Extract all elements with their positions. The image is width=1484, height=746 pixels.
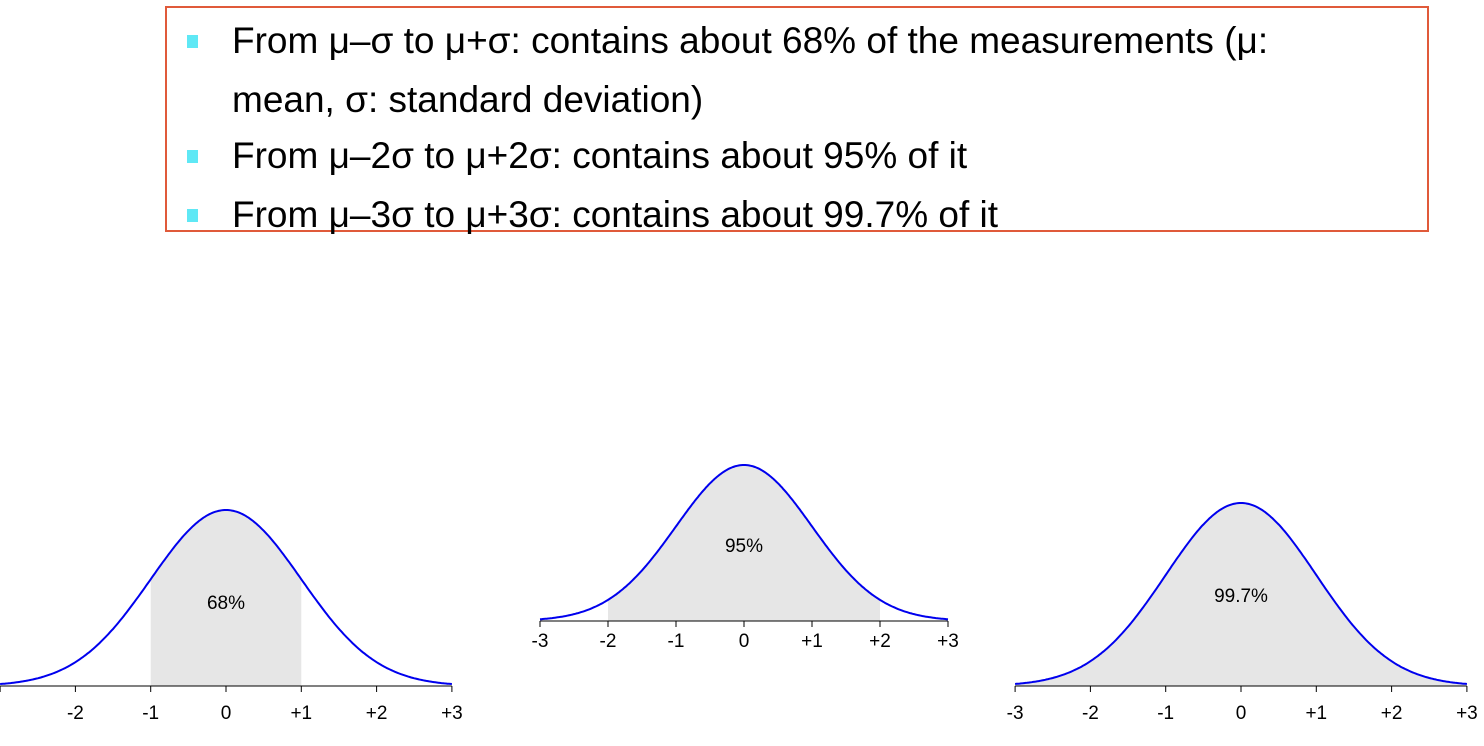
- x-tick-label: +2: [366, 703, 388, 724]
- shaded-area: [1015, 503, 1467, 686]
- x-tick-label: -2: [600, 631, 617, 652]
- x-tick-label: -1: [142, 703, 159, 724]
- normal-curve-chart-2: -3 -2 -1 0 +1 +2 +3 95%: [532, 464, 959, 652]
- x-tick-label: +2: [869, 631, 891, 652]
- rules-list: From μ–σ to μ+σ: contains about 68% of t…: [167, 8, 1427, 235]
- rules-box: From μ–σ to μ+σ: contains about 68% of t…: [165, 6, 1429, 235]
- x-tick-label: -1: [1157, 703, 1174, 724]
- x-tick-label: +3: [937, 631, 959, 652]
- x-tick-label: +1: [1305, 703, 1327, 724]
- percent-label: 68%: [207, 593, 245, 614]
- x-tick-label: +1: [801, 631, 823, 652]
- percent-label: 95%: [725, 536, 763, 557]
- rule-text: From μ–3σ to μ+3σ: contains about 99.7% …: [232, 194, 999, 235]
- x-tick-label: +2: [1381, 703, 1403, 724]
- x-tick-label: 0: [1236, 703, 1247, 724]
- rule-text: From μ–σ to μ+σ: contains about 68% of t…: [232, 20, 1269, 61]
- bullet-square-icon: [187, 35, 198, 48]
- x-tick-label: -2: [1082, 703, 1099, 724]
- density-curve: [0, 509, 452, 685]
- density-curve: [1014, 502, 1468, 685]
- x-tick-label: +3: [441, 703, 463, 724]
- rule-text: From μ–2σ to μ+2σ: contains about 95% of…: [232, 135, 968, 176]
- density-curve: [539, 464, 949, 621]
- percent-label: 99.7%: [1214, 586, 1268, 607]
- x-tick-label: -2: [67, 703, 84, 724]
- bullet-square-icon: [187, 150, 198, 163]
- bullet-square-icon: [187, 209, 198, 222]
- x-tick-label: +3: [1456, 703, 1478, 724]
- rule-text-continued: mean, σ: standard deviation): [232, 79, 704, 120]
- x-tick-label: 0: [221, 703, 232, 724]
- x-tick-label: -3: [1007, 703, 1024, 724]
- normal-curve-chart-3: -3 -2 -1 0 +1 +2 +3 99.7%: [1007, 502, 1478, 724]
- x-tick-label: -1: [668, 631, 685, 652]
- shaded-area: [150, 510, 302, 686]
- normal-curve-chart-1: -2 -1 0 +1 +2 +3 68%: [0, 509, 463, 724]
- x-tick-label: +1: [290, 703, 312, 724]
- x-tick-label: 0: [739, 631, 750, 652]
- shaded-area: [608, 465, 880, 621]
- x-tick-label: -3: [532, 631, 549, 652]
